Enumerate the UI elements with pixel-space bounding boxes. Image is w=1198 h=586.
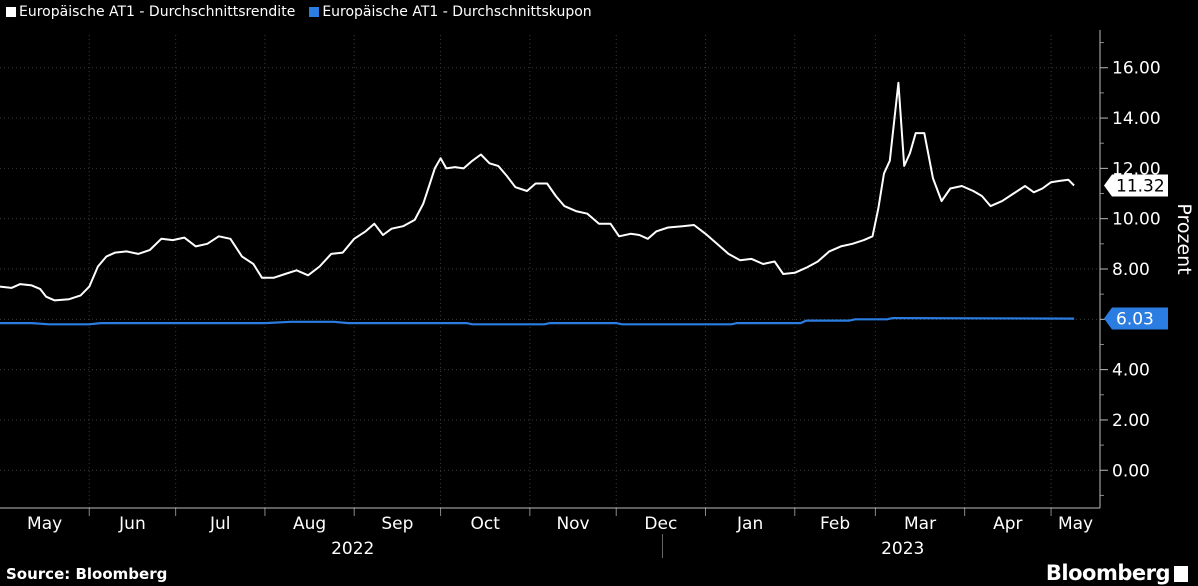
legend-swatch-yield: [6, 7, 16, 17]
x-tick-label: May: [27, 514, 62, 534]
x-tick-label: Nov: [556, 514, 589, 534]
x-tick-label: Jun: [118, 514, 146, 534]
last-value-label-yield: 11.32: [1104, 174, 1168, 197]
x-tick-label: Apr: [993, 514, 1022, 534]
x-tick-label: May: [1058, 514, 1093, 534]
x-tick-label: Jan: [736, 514, 763, 534]
source-note: Source: Bloomberg: [6, 565, 168, 583]
series-line-coupon: [0, 317, 1075, 326]
value-label-box: [1104, 174, 1168, 197]
series-line-yield: [0, 81, 1075, 302]
x-tick-label: Feb: [820, 514, 850, 534]
x-tick-label: Mar: [904, 514, 936, 534]
legend: Europäische AT1 - Durchschnittsrendite E…: [6, 4, 592, 20]
x-tick-label: Sep: [381, 514, 413, 534]
legend-item-yield: Europäische AT1 - Durchschnittsrendite: [6, 4, 295, 20]
series-layer: [0, 81, 1075, 326]
axes: 0.002.004.006.008.0010.0012.0014.0016.00…: [0, 30, 1195, 559]
y-tick-label: 8.00: [1112, 260, 1150, 280]
brand-mark-icon: [1174, 566, 1188, 582]
x-tick-label: Jul: [209, 514, 231, 534]
last-value-label-coupon: 6.03: [1104, 307, 1168, 330]
grid: [0, 35, 1100, 508]
x-tick-label: Aug: [293, 514, 326, 534]
legend-item-coupon: Europäische AT1 - Durchschnittskupon: [309, 4, 592, 20]
y-tick-label: 0.00: [1112, 461, 1150, 481]
y-tick-label: 4.00: [1112, 361, 1150, 381]
y-tick-label: 10.00: [1112, 210, 1161, 230]
brand-logo: Bloomberg: [1045, 561, 1171, 585]
x-tick-label: Oct: [471, 514, 501, 534]
x-tick-label: Dec: [644, 514, 677, 534]
y-tick-label: 16.00: [1112, 59, 1161, 79]
year-label: 2023: [881, 539, 924, 559]
value-labels: 11.32 6.03: [1104, 174, 1168, 330]
legend-label-coupon: Europäische AT1 - Durchschnittskupon: [322, 4, 592, 20]
value-label-text: 11.32: [1116, 176, 1165, 196]
value-label-box: [1104, 307, 1168, 330]
y-tick-label: 2.00: [1112, 411, 1150, 431]
legend-label-yield: Europäische AT1 - Durchschnittsrendite: [19, 4, 296, 20]
y-tick-label: 14.00: [1112, 109, 1161, 129]
y-tick-label: 12.00: [1112, 159, 1161, 179]
y-axis-title: Prozent: [1173, 203, 1195, 274]
legend-swatch-coupon: [309, 7, 320, 17]
year-label: 2022: [331, 539, 374, 559]
value-label-text: 6.03: [1116, 310, 1154, 330]
